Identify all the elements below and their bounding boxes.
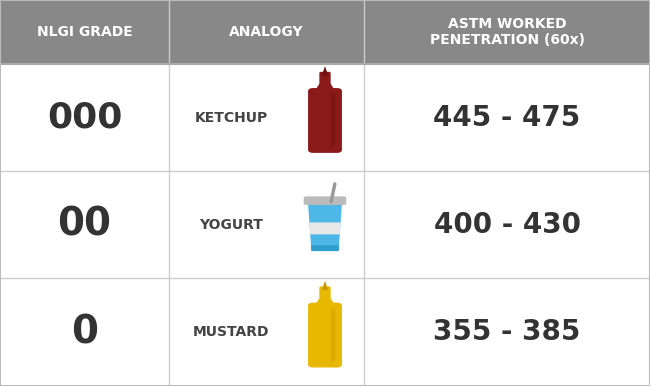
Polygon shape — [331, 308, 335, 362]
Bar — [0, 0, 650, 64]
Text: 000: 000 — [47, 100, 122, 135]
Bar — [0, 64, 650, 171]
Text: ANALOGY: ANALOGY — [229, 25, 304, 39]
Bar — [0, 279, 650, 386]
Polygon shape — [311, 245, 339, 251]
Polygon shape — [309, 222, 341, 234]
Polygon shape — [322, 66, 328, 75]
Polygon shape — [315, 299, 335, 306]
FancyBboxPatch shape — [308, 88, 342, 153]
Polygon shape — [308, 203, 342, 251]
FancyBboxPatch shape — [319, 286, 331, 310]
Bar — [0, 171, 650, 279]
Text: YOGURT: YOGURT — [200, 218, 263, 232]
Text: 355 - 385: 355 - 385 — [434, 318, 580, 346]
Text: 445 - 475: 445 - 475 — [434, 103, 580, 132]
Text: ASTM WORKED
PENETRATION (60x): ASTM WORKED PENETRATION (60x) — [430, 17, 584, 47]
Polygon shape — [315, 84, 335, 91]
FancyBboxPatch shape — [308, 303, 342, 367]
Text: 400 - 430: 400 - 430 — [434, 211, 580, 239]
Text: NLGI GRADE: NLGI GRADE — [36, 25, 133, 39]
Text: 00: 00 — [57, 206, 112, 244]
FancyBboxPatch shape — [304, 196, 346, 205]
Polygon shape — [331, 93, 335, 148]
Polygon shape — [322, 281, 328, 290]
Text: 0: 0 — [71, 313, 98, 351]
Text: KETCHUP: KETCHUP — [195, 110, 268, 125]
FancyBboxPatch shape — [319, 72, 331, 96]
Text: MUSTARD: MUSTARD — [193, 325, 270, 339]
